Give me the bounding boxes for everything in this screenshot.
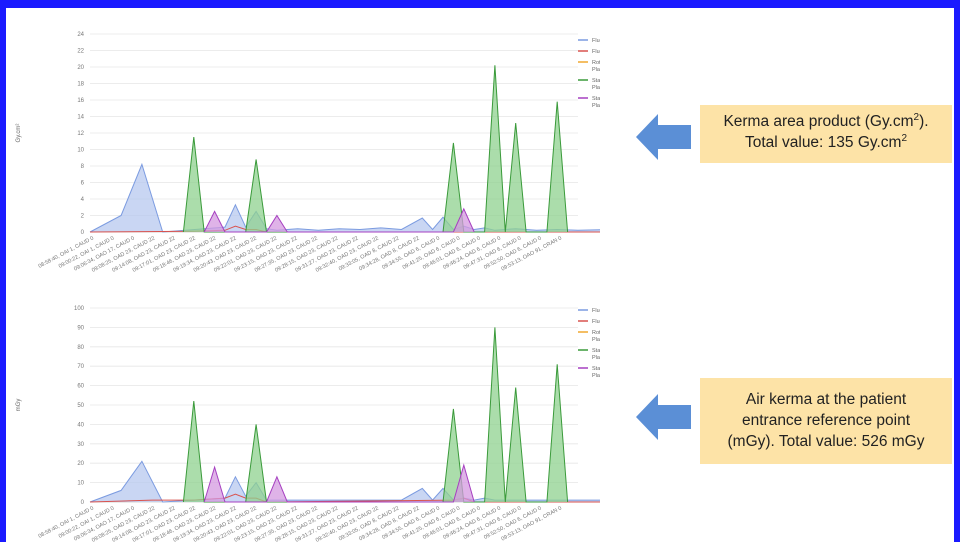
y-tick-label: 12 xyxy=(77,131,84,137)
legend-entry: Fluoroscopy, Plane B xyxy=(592,319,600,325)
series-line xyxy=(203,207,475,233)
legend-entry: Rotational Acquisition, xyxy=(592,330,600,336)
legend-entry: Fluoroscopy, Plane B xyxy=(592,49,600,55)
legend-entry: Plane B xyxy=(592,373,600,379)
legend-entry: Rotational Acquisition, xyxy=(592,60,600,66)
y-tick-label: 2 xyxy=(81,214,85,220)
air-kerma-annotation: Air kerma at the patient entrance refere… xyxy=(700,378,952,464)
series-area xyxy=(90,164,600,232)
series-area xyxy=(204,208,475,232)
kap-annotation: Kerma area product (Gy.cm2). Total value… xyxy=(700,105,952,163)
y-tick-label: 6 xyxy=(81,181,85,187)
series-area xyxy=(204,465,475,502)
y-tick-label: 0 xyxy=(81,230,85,236)
series-line xyxy=(89,162,600,233)
y-tick-label: 70 xyxy=(77,364,84,370)
kerma-area-product-chart: 0 2 4 6 8 10 12 14 16 18 20 22 24 Gy.cm² 08:58:40, OAI… xyxy=(10,16,600,278)
y-tick-label: 8 xyxy=(81,164,85,170)
kap-annotation-line2: Total value: 135 Gy.cm2 xyxy=(744,132,908,151)
series-area xyxy=(183,65,568,232)
legend-entry: Stationary Acquisition, xyxy=(592,348,600,354)
series-line xyxy=(89,460,600,503)
y-tick-label: 30 xyxy=(77,442,84,448)
legend-entry: Plane B xyxy=(592,103,600,109)
y-tick-label: 10 xyxy=(77,148,84,154)
legend-entry: Plane A xyxy=(592,85,600,91)
y-tick-label: 22 xyxy=(77,49,84,55)
y-tick-label: 50 xyxy=(77,403,84,409)
y-tick-label: 40 xyxy=(77,422,84,428)
y-tick-label: 80 xyxy=(77,345,84,351)
y-tick-label: 90 xyxy=(77,325,84,331)
series-line xyxy=(203,463,475,503)
y-tick-label: 60 xyxy=(77,384,84,390)
y-tick-label: 4 xyxy=(81,197,85,203)
air-kerma-annotation-line3: (mGy). Total value: 526 mGy xyxy=(727,433,925,450)
y-tick-label: 18 xyxy=(77,82,84,88)
legend-entry: Fluoroscopy, Plane A xyxy=(592,38,600,44)
legend-entry: Plane A xyxy=(592,355,600,361)
y-axis-label: Gy.cm² xyxy=(16,124,22,143)
y-tick-label: 0 xyxy=(81,500,85,506)
y-axis-label: mGy xyxy=(16,399,22,412)
air-kerma-annotation-line1: Air kerma at the patient xyxy=(745,391,907,408)
left-arrow-icon xyxy=(636,394,691,440)
y-tick-label: 10 xyxy=(77,481,84,487)
y-tick-label: 24 xyxy=(77,32,84,38)
y-tick-label: 16 xyxy=(77,98,84,104)
legend-entry: Stationary Acquisition, xyxy=(592,366,600,372)
y-tick-label: 100 xyxy=(74,306,85,312)
y-tick-label: 20 xyxy=(77,461,84,467)
left-arrow-icon xyxy=(636,114,691,160)
series-area xyxy=(90,461,600,502)
legend-entry: Fluoroscopy, Plane A xyxy=(592,308,600,314)
legend-entry: Stationary Acquisition, xyxy=(592,78,600,84)
legend-entry: Plane A xyxy=(592,337,600,343)
legend-entry: Stationary Acquisition, xyxy=(592,96,600,102)
y-tick-label: 14 xyxy=(77,115,84,121)
air-kerma-annotation-line2: entrance reference point xyxy=(741,412,911,429)
air-kerma-chart: 0 10 20 30 40 50 60 70 80 90 100 mGy 08:58:40, OAI 1… xyxy=(10,296,600,542)
figure-frame: 0 2 4 6 8 10 12 14 16 18 20 22 24 Gy.cm² 08:58:40, OAI… xyxy=(6,8,954,542)
y-tick-label: 20 xyxy=(77,65,84,71)
series-area xyxy=(183,327,568,502)
kap-annotation-line1: Kerma area product (Gy.cm2). xyxy=(723,111,929,130)
legend-entry: Plane A xyxy=(592,67,600,73)
